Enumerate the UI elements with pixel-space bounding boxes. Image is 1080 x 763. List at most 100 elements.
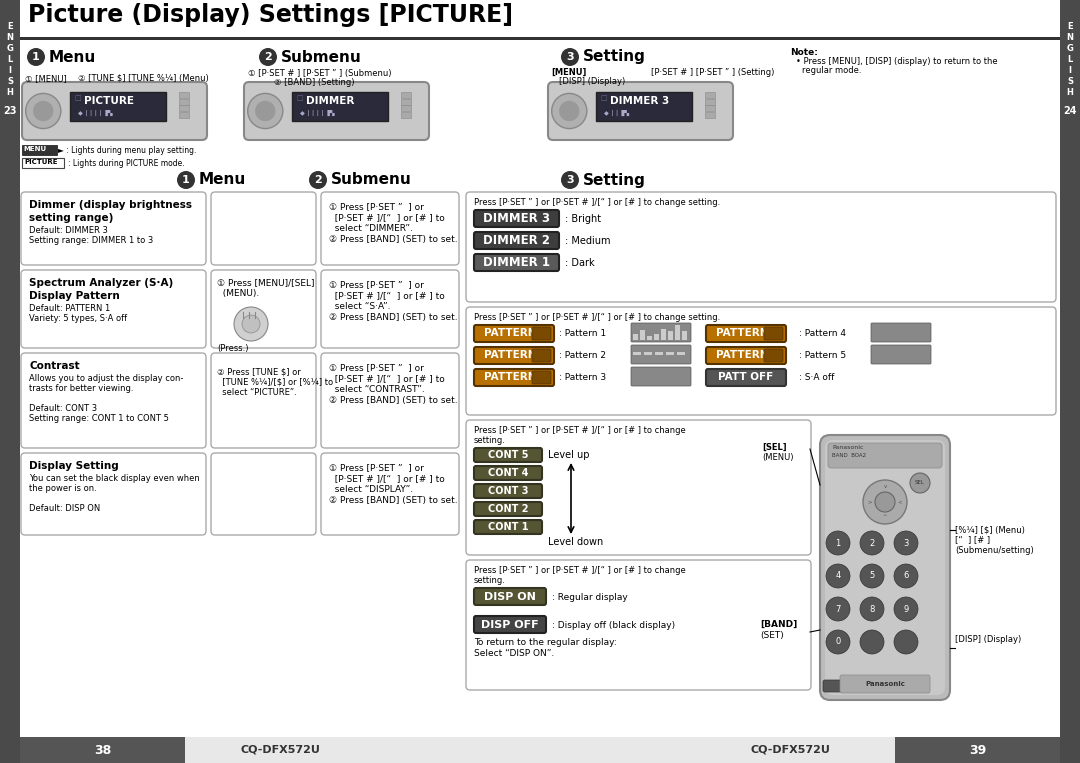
Text: PICTURE: PICTURE <box>84 96 134 106</box>
FancyBboxPatch shape <box>321 192 459 265</box>
Text: 0: 0 <box>835 638 840 646</box>
Text: Panasonic: Panasonic <box>865 681 905 687</box>
FancyBboxPatch shape <box>474 484 542 498</box>
FancyBboxPatch shape <box>870 345 931 364</box>
Text: ① Press [P·SET ”  ] or: ① Press [P·SET ” ] or <box>329 363 423 372</box>
Text: Default: DIMMER 3: Default: DIMMER 3 <box>29 226 108 235</box>
FancyBboxPatch shape <box>820 435 950 700</box>
Text: □: □ <box>75 95 81 101</box>
Bar <box>675 325 680 340</box>
Text: [P·SET # ] [P·SET ” ] (Setting): [P·SET # ] [P·SET ” ] (Setting) <box>651 68 774 77</box>
Text: 3: 3 <box>566 52 573 62</box>
FancyBboxPatch shape <box>532 349 551 362</box>
Circle shape <box>860 564 885 588</box>
Text: 24: 24 <box>1063 106 1077 116</box>
FancyBboxPatch shape <box>764 349 783 362</box>
Text: : Dark: : Dark <box>565 258 595 268</box>
Text: (SET): (SET) <box>760 631 784 640</box>
Text: Spectrum Analyzer (S·A): Spectrum Analyzer (S·A) <box>29 278 173 288</box>
Bar <box>70 92 166 121</box>
FancyBboxPatch shape <box>474 325 554 342</box>
Text: Picture (Display) Settings [PICTURE]: Picture (Display) Settings [PICTURE] <box>28 3 513 27</box>
Text: 3: 3 <box>903 539 908 548</box>
FancyBboxPatch shape <box>465 192 1056 302</box>
Text: DIMMER 3: DIMMER 3 <box>483 212 550 225</box>
Text: S: S <box>1067 77 1074 86</box>
Text: [TUNE %¼]/[$] or [%¼] to: [TUNE %¼]/[$] or [%¼] to <box>217 378 333 387</box>
Bar <box>647 330 652 340</box>
Text: Menu: Menu <box>199 172 246 188</box>
Text: [DISP] (Display): [DISP] (Display) <box>559 77 625 86</box>
Text: the power is on.: the power is on. <box>29 484 97 493</box>
Text: PATTERN5: PATTERN5 <box>716 350 775 360</box>
Bar <box>292 92 389 121</box>
Bar <box>21 0 1059 38</box>
FancyBboxPatch shape <box>891 680 919 692</box>
Text: v: v <box>883 485 887 490</box>
FancyBboxPatch shape <box>244 82 429 140</box>
Text: Allows you to adjust the display con-: Allows you to adjust the display con- <box>29 374 184 383</box>
Text: CONT 3: CONT 3 <box>488 486 528 496</box>
FancyBboxPatch shape <box>465 420 811 555</box>
Text: 5: 5 <box>869 571 875 581</box>
Text: 2: 2 <box>265 52 272 62</box>
Bar <box>22 158 64 168</box>
Text: ^: ^ <box>882 514 888 520</box>
Text: DIMMER 3: DIMMER 3 <box>610 96 670 106</box>
FancyBboxPatch shape <box>532 371 551 384</box>
Text: Setting range: DIMMER 1 to 3: Setting range: DIMMER 1 to 3 <box>29 236 153 245</box>
Text: Default: CONT 3: Default: CONT 3 <box>29 404 97 413</box>
Text: >: > <box>867 500 873 504</box>
Bar <box>895 737 1059 763</box>
Text: □: □ <box>600 95 607 101</box>
Text: ② Press [BAND] (SET) to set.: ② Press [BAND] (SET) to set. <box>329 313 458 322</box>
Text: [MENU]: [MENU] <box>551 68 586 77</box>
Circle shape <box>559 101 580 121</box>
FancyBboxPatch shape <box>21 453 206 535</box>
Bar <box>681 325 687 340</box>
Text: N: N <box>1067 33 1074 42</box>
Text: ② [BAND] (Setting): ② [BAND] (Setting) <box>274 78 354 87</box>
FancyBboxPatch shape <box>321 353 459 448</box>
Text: (Submenu/setting): (Submenu/setting) <box>955 546 1034 555</box>
Text: : S·A off: : S·A off <box>799 372 835 382</box>
Text: 1: 1 <box>32 52 40 62</box>
Text: ② Press [BAND] (SET) to set.: ② Press [BAND] (SET) to set. <box>329 235 458 244</box>
Text: H: H <box>1067 88 1074 97</box>
Bar <box>666 352 674 355</box>
FancyBboxPatch shape <box>825 440 945 695</box>
FancyBboxPatch shape <box>706 325 786 342</box>
Text: select “PICTURE”.: select “PICTURE”. <box>217 388 297 397</box>
Text: 4: 4 <box>835 571 840 581</box>
Text: Press [P·SET ” ] or [P·SET # ]/[“ ] or [# ] to change: Press [P·SET ” ] or [P·SET # ]/[“ ] or [… <box>474 566 686 575</box>
Text: • Press [MENU], [DISP] (display) to return to the: • Press [MENU], [DISP] (display) to retu… <box>796 57 998 66</box>
Circle shape <box>894 531 918 555</box>
Text: I: I <box>1068 66 1071 75</box>
Text: Press [P·SET ” ] or [P·SET # ]/[“ ] or [# ] to change: Press [P·SET ” ] or [P·SET # ]/[“ ] or [… <box>474 426 686 435</box>
Bar <box>402 99 410 105</box>
Bar <box>402 92 410 98</box>
FancyBboxPatch shape <box>631 345 691 364</box>
Bar <box>705 99 715 105</box>
Text: 2: 2 <box>314 175 322 185</box>
FancyBboxPatch shape <box>321 270 459 348</box>
Circle shape <box>894 564 918 588</box>
Text: ① Press [MENU]/[SEL]: ① Press [MENU]/[SEL] <box>217 278 314 287</box>
Text: PICTURE: PICTURE <box>24 159 57 165</box>
Bar <box>179 105 189 111</box>
FancyBboxPatch shape <box>21 192 206 265</box>
Bar <box>640 333 645 340</box>
Text: : Medium: : Medium <box>565 236 610 246</box>
FancyBboxPatch shape <box>211 270 316 348</box>
FancyBboxPatch shape <box>465 560 811 690</box>
Text: [%¼] [$] (Menu): [%¼] [$] (Menu) <box>955 525 1025 534</box>
Text: <: < <box>897 500 902 504</box>
Text: 23: 23 <box>3 106 17 116</box>
Text: ② Press [BAND] (SET) to set.: ② Press [BAND] (SET) to set. <box>329 496 458 505</box>
Text: (Press.): (Press.) <box>217 344 248 353</box>
Text: DISP ON: DISP ON <box>484 591 536 601</box>
Text: CONT 2: CONT 2 <box>488 504 528 514</box>
Text: Submenu: Submenu <box>330 172 411 188</box>
Text: Level down: Level down <box>548 537 604 547</box>
Text: [BAND]: [BAND] <box>760 620 797 629</box>
